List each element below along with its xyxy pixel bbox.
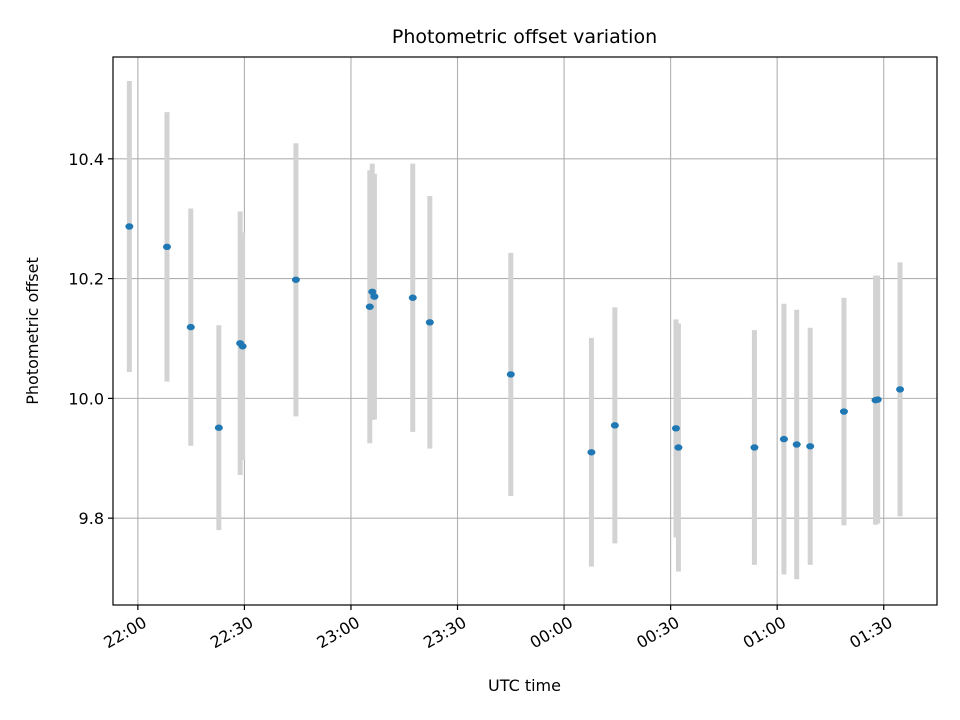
x-tick-label: 23:00 — [314, 613, 363, 653]
data-points — [125, 223, 905, 456]
x-axis-ticks: 22:00 22:30 23:00 23:30 00:00 00:30 01:00 01:30 — [100, 605, 896, 653]
data-point — [873, 396, 882, 403]
x-tick-label: 01:30 — [846, 613, 895, 653]
data-point — [806, 443, 815, 450]
y-tick-label: 10.0 — [68, 389, 104, 408]
plot-frame — [112, 56, 938, 606]
data-point — [291, 276, 300, 283]
y-tick-label: 10.4 — [68, 150, 104, 169]
data-point — [792, 441, 801, 448]
y-tick-label: 10.2 — [68, 270, 104, 289]
data-point — [896, 386, 905, 393]
data-point — [125, 223, 134, 230]
data-point — [671, 425, 680, 432]
x-tick-label: 01:00 — [740, 613, 789, 653]
data-point — [186, 323, 195, 331]
y-axis-ticks: 9.8 10.0 10.2 10.4 — [68, 150, 113, 528]
x-tick-label: 23:30 — [420, 613, 469, 653]
data-point — [779, 435, 788, 443]
x-tick-label: 00:00 — [527, 613, 576, 653]
data-point — [506, 371, 515, 378]
data-point — [587, 449, 596, 456]
data-point — [365, 303, 374, 310]
data-point — [370, 293, 379, 300]
data-point — [408, 294, 417, 301]
data-point — [425, 319, 434, 326]
grid-lines — [113, 57, 937, 605]
data-point — [238, 343, 247, 350]
x-axis-label: UTC time — [488, 676, 561, 695]
data-point — [839, 408, 848, 415]
x-tick-label: 22:30 — [207, 613, 256, 653]
x-tick-label: 22:00 — [100, 613, 149, 653]
chart-title: Photometric offset variation — [392, 26, 657, 48]
data-point — [750, 444, 759, 451]
y-axis-label: Photometric offset — [23, 257, 42, 405]
data-point — [674, 444, 683, 451]
data-point — [214, 424, 223, 431]
x-tick-label: 00:30 — [633, 613, 682, 653]
data-point — [162, 243, 171, 251]
data-point — [610, 422, 619, 429]
y-tick-label: 9.8 — [79, 509, 104, 528]
